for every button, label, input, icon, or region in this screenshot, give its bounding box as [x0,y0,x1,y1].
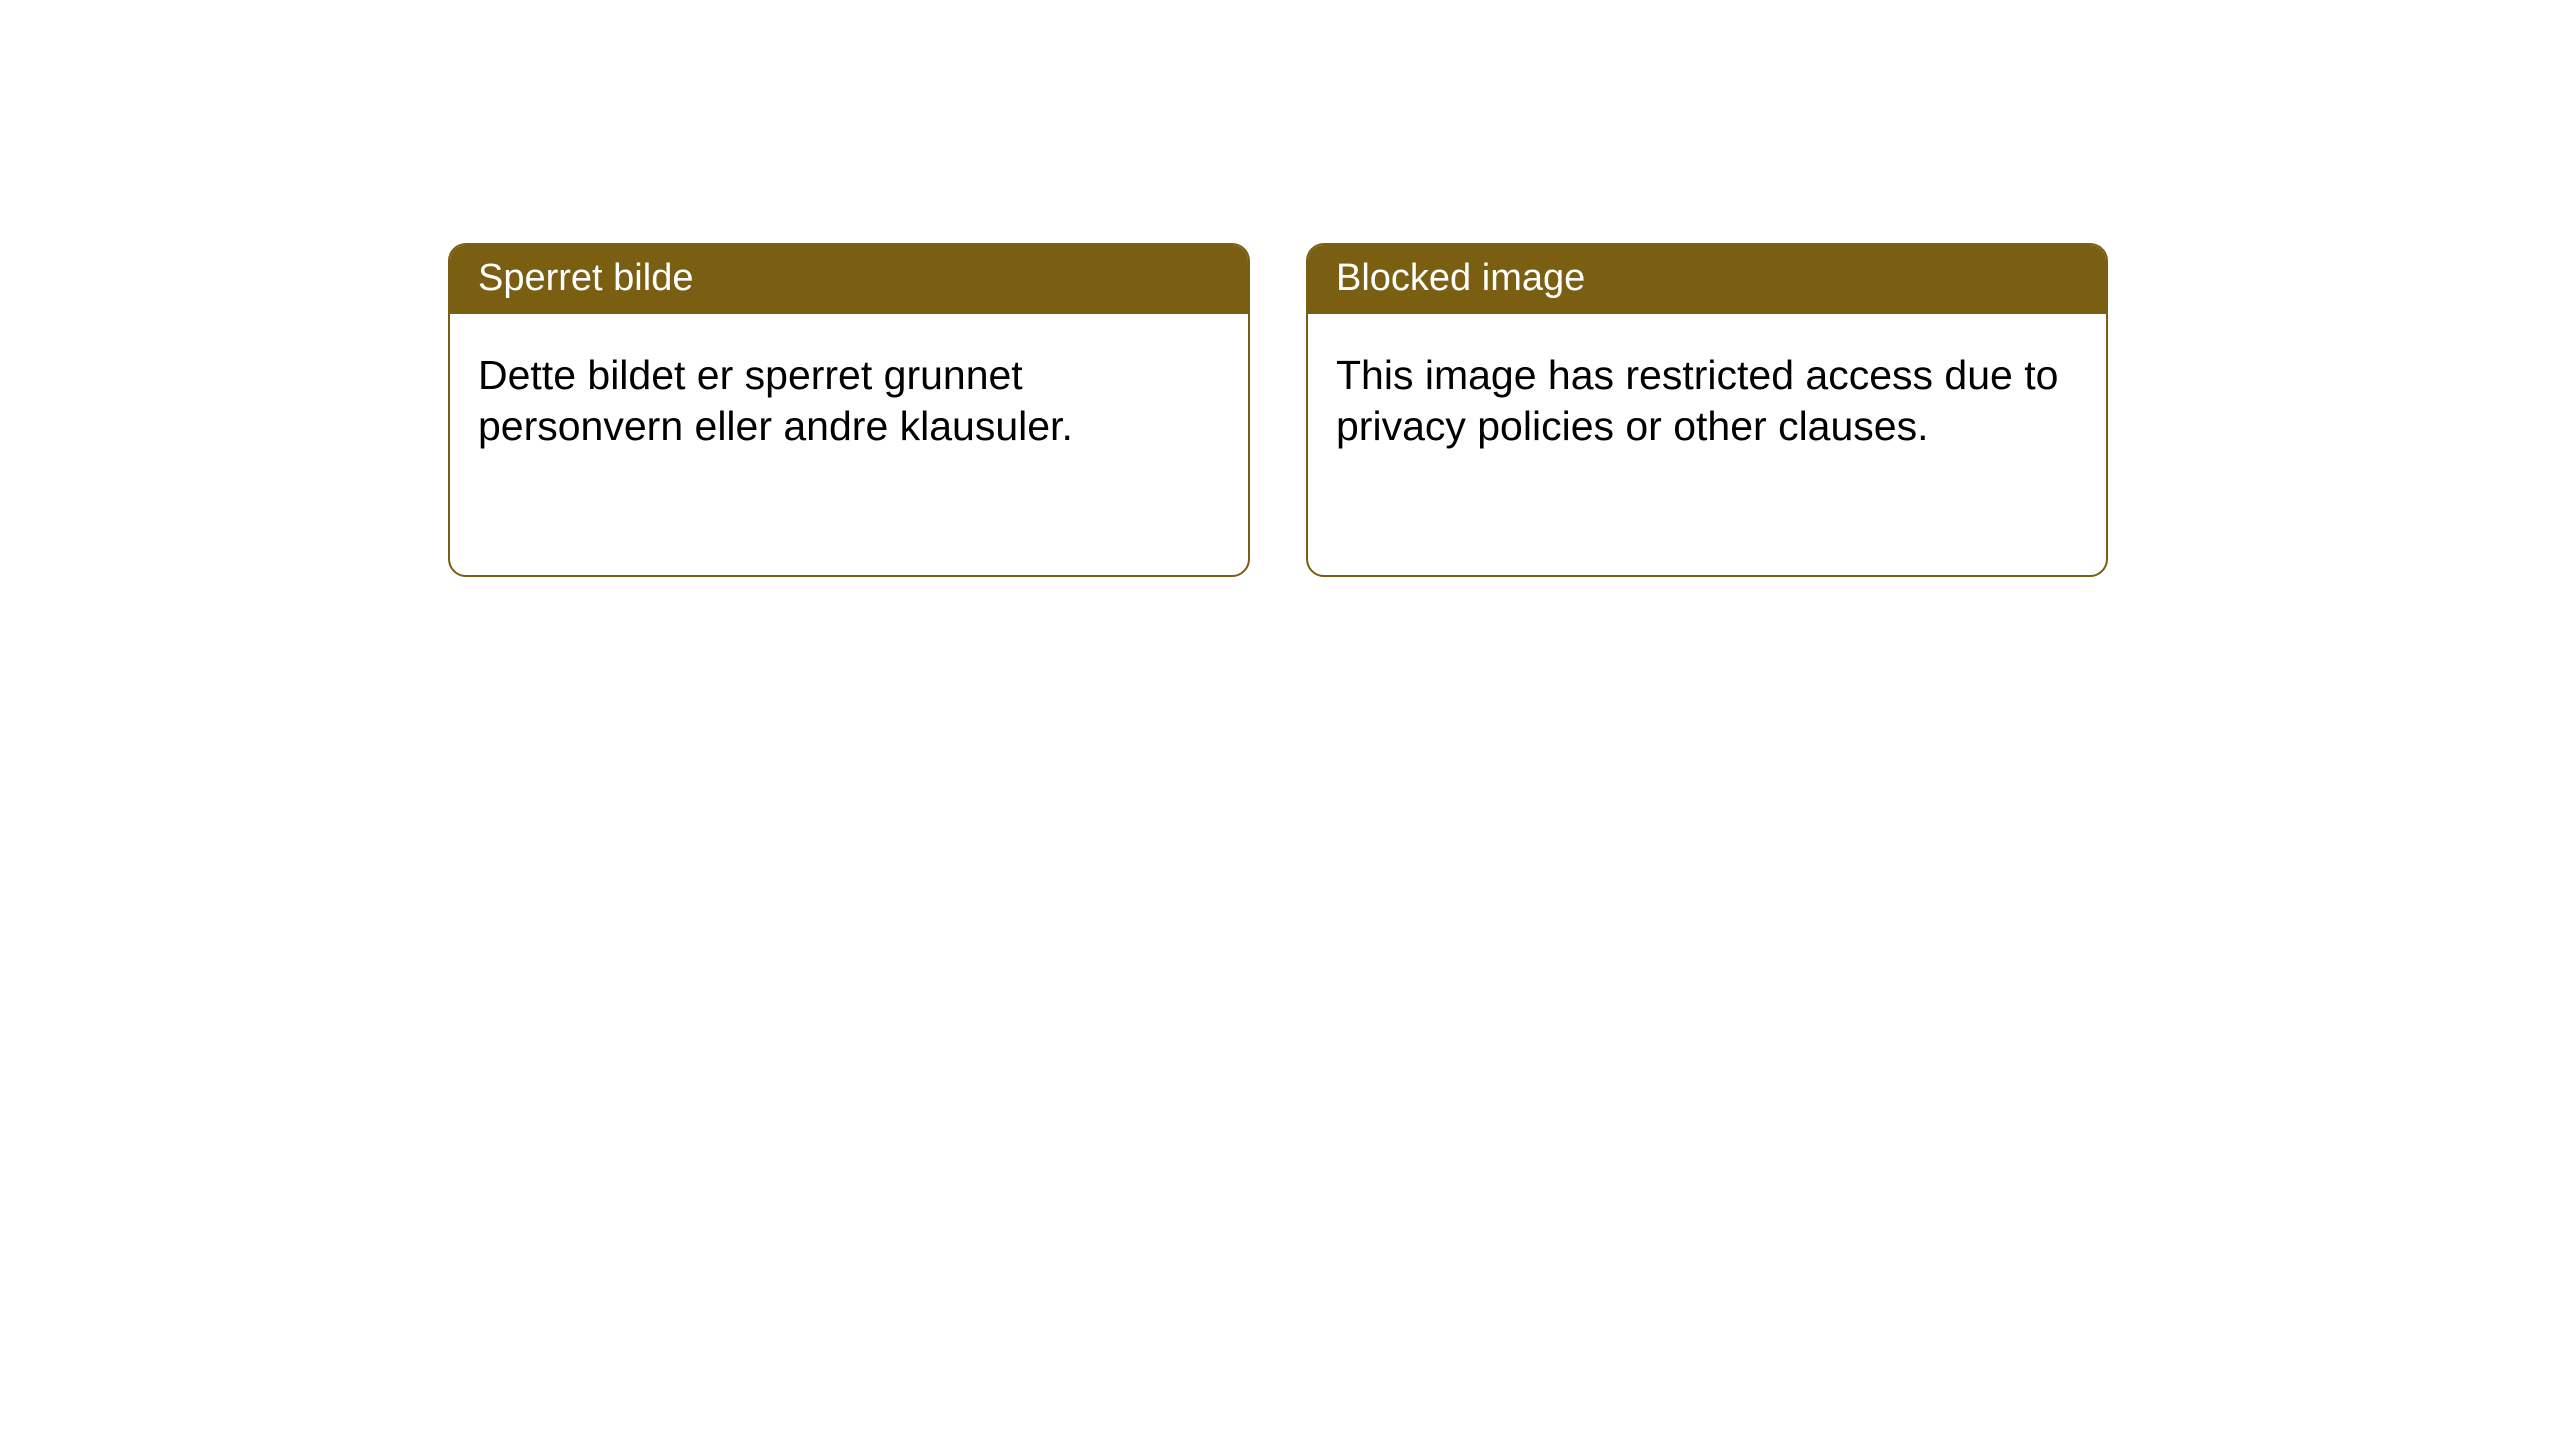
notice-cards-container: Sperret bilde Dette bildet er sperret gr… [448,243,2108,577]
card-body: Dette bildet er sperret grunnet personve… [450,314,1248,489]
card-body: This image has restricted access due to … [1308,314,2106,489]
card-body-text: This image has restricted access due to … [1336,352,2058,449]
card-title: Sperret bilde [478,257,693,299]
blocked-image-card-en: Blocked image This image has restricted … [1306,243,2108,577]
card-body-text: Dette bildet er sperret grunnet personve… [478,352,1073,449]
blocked-image-card-no: Sperret bilde Dette bildet er sperret gr… [448,243,1250,577]
card-title: Blocked image [1336,257,1585,299]
card-header: Sperret bilde [450,245,1248,314]
card-header: Blocked image [1308,245,2106,314]
